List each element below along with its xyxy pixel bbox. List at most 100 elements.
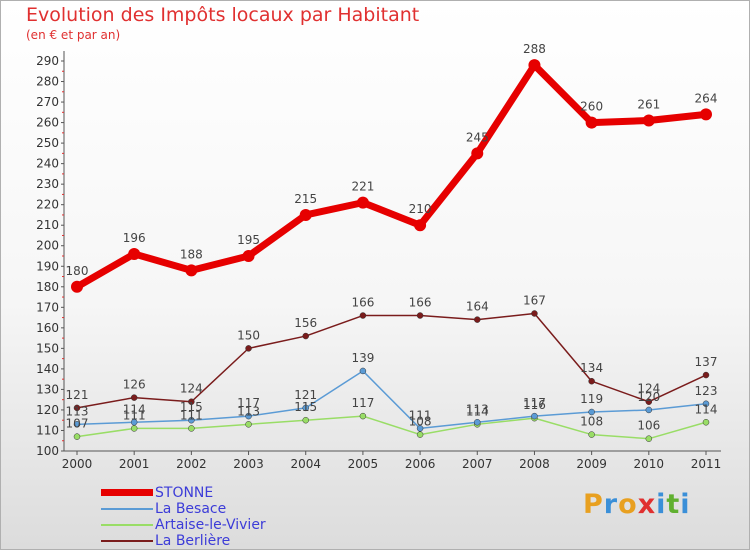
y-tick-label: 140 [36, 362, 59, 376]
data-point [302, 416, 309, 424]
y-tick-label: 210 [36, 218, 59, 232]
data-label: 221 [351, 180, 374, 194]
data-label: 245 [466, 130, 489, 144]
data-point [188, 425, 195, 432]
legend-label-stonne: STONNE [155, 485, 214, 501]
data-label: 167 [523, 293, 546, 307]
data-point [73, 404, 81, 412]
data-label: 115 [294, 400, 317, 414]
data-label: 261 [637, 98, 660, 112]
x-tick-label: 2007 [462, 457, 493, 471]
data-point [702, 419, 710, 426]
logo-letter: x [637, 489, 657, 520]
logo-letter: i [680, 489, 691, 520]
data-point [188, 398, 195, 405]
data-label: 139 [351, 351, 374, 365]
x-tick-label: 2000 [62, 457, 93, 471]
data-point [588, 408, 595, 416]
data-point [71, 280, 83, 293]
data-point [414, 219, 427, 232]
data-label: 196 [123, 231, 146, 245]
data-label: 117 [523, 396, 546, 410]
data-label: 210 [409, 202, 432, 216]
logo-letter: t [666, 489, 681, 520]
data-point [645, 406, 653, 414]
data-label: 288 [523, 42, 546, 56]
data-label: 116 [523, 398, 546, 412]
proxiti-logo: Proxiti [583, 489, 691, 520]
data-label: 260 [580, 100, 603, 114]
data-point [528, 59, 541, 72]
x-tick-label: 2010 [634, 457, 665, 471]
data-point [645, 398, 653, 405]
data-point [531, 310, 538, 317]
data-label: 120 [637, 390, 660, 404]
data-point [245, 412, 252, 420]
data-point [128, 247, 141, 260]
data-label: 188 [180, 247, 203, 261]
legend-swatch-artaise [101, 524, 153, 526]
data-point [702, 400, 710, 408]
x-tick-label: 2001 [119, 457, 150, 471]
y-tick-label: 270 [36, 95, 59, 109]
data-point [471, 147, 484, 160]
data-label: 156 [294, 316, 317, 330]
x-tick-label: 2011 [691, 457, 722, 471]
data-point [130, 419, 138, 426]
data-label: 195 [237, 233, 260, 247]
data-label: 121 [66, 388, 89, 402]
series-line-3 [76, 312, 707, 409]
series-line-1 [76, 370, 707, 430]
data-point [130, 425, 138, 432]
data-label: 137 [695, 355, 718, 369]
data-label: 107 [66, 417, 89, 431]
data-point [359, 312, 367, 319]
data-point [642, 114, 655, 127]
x-tick-label: 2005 [348, 457, 379, 471]
y-tick-label: 190 [36, 259, 59, 273]
legend-swatch-la-besace [101, 508, 153, 510]
data-point [531, 412, 538, 420]
data-point [302, 404, 309, 412]
chart-title: Evolution des Impôts locaux par Habitant [26, 4, 420, 26]
data-label: 106 [637, 419, 660, 433]
data-point [73, 421, 81, 428]
y-tick-label: 200 [36, 239, 59, 253]
chart-subtitle: (en € et par an) [26, 28, 121, 42]
data-label: 166 [351, 296, 374, 310]
data-label: 164 [466, 300, 489, 314]
data-point [645, 435, 653, 442]
y-tick-label: 170 [36, 300, 59, 314]
legend-label-la-berliere: La Berlière [155, 533, 231, 549]
logo-letter: o [618, 489, 638, 520]
data-point [245, 345, 252, 352]
y-tick-label: 180 [36, 280, 59, 294]
y-tick-label: 160 [36, 321, 59, 335]
legend-swatch-stonne [101, 489, 153, 496]
data-point [359, 367, 367, 375]
data-label: 126 [123, 378, 146, 392]
x-tick-label: 2008 [519, 457, 550, 471]
data-label: 111 [180, 408, 203, 422]
data-label: 115 [180, 400, 203, 414]
data-point [242, 250, 255, 262]
data-label: 123 [695, 384, 718, 398]
legend-swatch-la-berliere [101, 540, 153, 542]
data-point [416, 312, 424, 319]
data-point [416, 425, 424, 432]
logo-letter: r [603, 489, 619, 520]
data-point [245, 421, 252, 428]
data-point [588, 431, 595, 438]
data-point [474, 316, 481, 323]
data-label: 114 [466, 404, 489, 418]
data-label: 215 [294, 192, 317, 206]
data-label: 117 [237, 396, 260, 410]
series-line-2 [76, 415, 707, 440]
legend-label-artaise: Artaise-le-Vivier [155, 517, 266, 533]
data-label: 111 [409, 408, 432, 422]
y-tick-label: 110 [36, 423, 59, 437]
y-tick-label: 120 [36, 403, 59, 417]
data-label: 180 [66, 264, 89, 278]
data-point [474, 419, 481, 426]
data-point [302, 332, 309, 340]
